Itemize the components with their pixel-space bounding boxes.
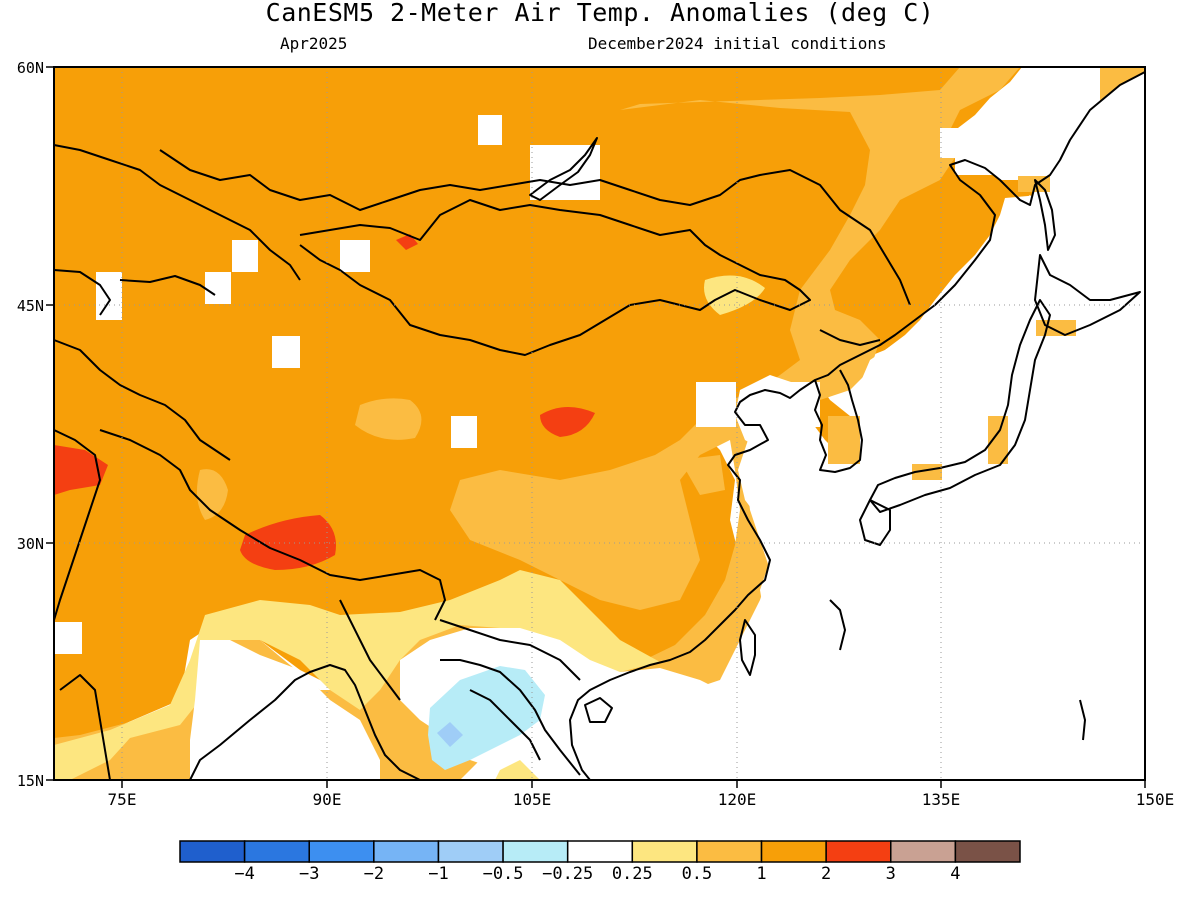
anomaly-region-neg-05-1 bbox=[437, 722, 463, 747]
anomaly-hotspot-3-4 bbox=[540, 406, 595, 437]
coastline-indochina bbox=[440, 659, 581, 776]
sea-of-japan bbox=[855, 195, 1045, 440]
lon-label-135e: 135E bbox=[921, 790, 961, 809]
lat-label-30n: 30N bbox=[16, 535, 44, 553]
lat-label-45n: 45N bbox=[16, 297, 44, 315]
colorbar-label: 0.5 bbox=[681, 864, 713, 884]
map-title: CanESM5 2-Meter Air Temp. Anomalies (deg… bbox=[265, 0, 935, 27]
border-himalaya bbox=[99, 429, 446, 621]
colorbar-swatch bbox=[954, 840, 1021, 863]
lon-label-150e: 150E bbox=[1135, 790, 1175, 809]
lat-label-15n: 15N bbox=[16, 772, 44, 790]
lat-label-60n: 60N bbox=[16, 59, 44, 77]
axis-ticks bbox=[46, 66, 1146, 788]
coastline-baikal bbox=[529, 137, 598, 201]
border-myanmar bbox=[339, 599, 401, 701]
map-frame bbox=[53, 66, 1146, 781]
colorbar-label: 2 bbox=[821, 864, 832, 884]
colorbar-swatch bbox=[631, 840, 698, 863]
lon-label-105e: 105E bbox=[512, 790, 552, 809]
colorbar-label: 0.25 bbox=[611, 864, 653, 884]
coastline-korea bbox=[814, 369, 863, 473]
anomaly-region-05-1 bbox=[54, 570, 660, 780]
coastline-india-bay bbox=[59, 674, 111, 781]
coastline-philippines bbox=[829, 599, 846, 651]
coastline-taiwan bbox=[739, 619, 756, 676]
colorbar-swatch bbox=[243, 840, 310, 863]
border-laos-vietnam bbox=[469, 689, 541, 761]
colorbar-swatch bbox=[179, 840, 246, 863]
colorbar-label: −4 bbox=[234, 864, 255, 884]
coastline-hokkaido bbox=[1034, 254, 1141, 336]
coastlines-and-borders bbox=[53, 71, 1146, 781]
coastline-hainan bbox=[584, 697, 613, 723]
coastline-caspian-aral bbox=[53, 269, 111, 316]
coastline-balkhash bbox=[119, 275, 216, 296]
colorbar bbox=[179, 840, 1021, 863]
graticule bbox=[54, 67, 1145, 780]
border-china-korea bbox=[819, 329, 881, 346]
border-kazakhstan bbox=[53, 144, 301, 281]
coastline-small-islands bbox=[1079, 699, 1086, 741]
colorbar-swatch bbox=[566, 840, 634, 863]
lon-label-90e: 90E bbox=[312, 790, 342, 809]
anomaly-blob-1-2 bbox=[196, 469, 228, 520]
colorbar-label: −3 bbox=[298, 864, 320, 884]
colorbar-label: 1 bbox=[756, 864, 767, 884]
colorbar-swatch bbox=[760, 840, 827, 863]
forecast-month: Apr2025 bbox=[280, 34, 348, 53]
colorbar-swatch bbox=[502, 840, 569, 863]
colorbar-swatch bbox=[825, 840, 892, 863]
colorbar-label: −1 bbox=[428, 864, 449, 884]
anomaly-blob-1-2 bbox=[355, 398, 422, 440]
lon-label-75e: 75E bbox=[107, 790, 137, 809]
coastline-kyushu bbox=[859, 499, 891, 546]
colorbar-swatch bbox=[308, 840, 375, 863]
border-russia-mongolia bbox=[159, 149, 911, 306]
anomaly-blob-1-2 bbox=[680, 455, 725, 495]
anomaly-hotspot-3-4 bbox=[240, 515, 336, 570]
initial-conditions-label: December2024 initial conditions bbox=[588, 34, 887, 53]
colorbar-label: −0.5 bbox=[482, 864, 524, 884]
coastline-sakhalin bbox=[1034, 179, 1056, 251]
colorbar-label: −0.25 bbox=[542, 864, 594, 884]
lon-label-120e: 120E bbox=[717, 790, 757, 809]
colorbar-swatch bbox=[437, 840, 504, 863]
anomaly-field bbox=[54, 67, 1145, 780]
colorbar-swatch bbox=[373, 840, 440, 863]
anomaly-region-neg-025-05 bbox=[428, 666, 545, 770]
colorbar-label: 4 bbox=[950, 864, 961, 884]
colorbar-swatch bbox=[890, 840, 957, 863]
coastline-east-asia bbox=[569, 71, 1146, 781]
anomaly-near-zero-region bbox=[190, 640, 380, 780]
coastline-bay-of-bengal bbox=[189, 664, 421, 781]
colorbar-swatch bbox=[696, 840, 763, 863]
border-india-pakistan bbox=[53, 429, 101, 621]
colorbar-label: 3 bbox=[885, 864, 896, 884]
colorbar-label: −2 bbox=[363, 864, 385, 884]
coastline-japan-honshu bbox=[869, 299, 1051, 513]
border-central-asia bbox=[53, 339, 231, 461]
border-indochina bbox=[439, 619, 581, 681]
